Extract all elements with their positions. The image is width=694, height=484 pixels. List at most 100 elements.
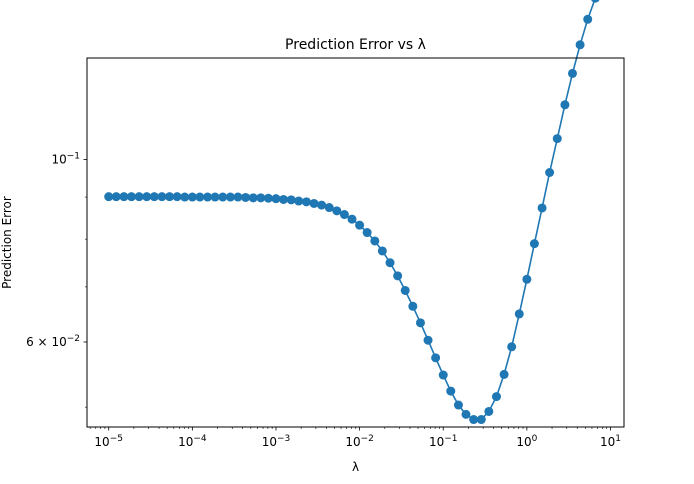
data-point [111,192,121,202]
y-axis: 10−16 × 10−2 [26,151,87,408]
data-point [256,193,266,203]
data-point [393,271,403,281]
data-point [552,134,562,144]
data-point [286,195,296,205]
data-point [241,192,251,202]
data-point [165,192,175,202]
data-point [431,353,441,363]
data-point [415,318,425,328]
x-tick-label-base: 10 [94,435,109,449]
x-tick-label: 10−3 [262,434,291,449]
x-axis: 10−5 10−4 10−3 10−2 10−1 100 101 [89,427,621,449]
data-point [180,192,190,202]
data-point [567,68,577,78]
x-tick-label-exponent: −5 [110,434,123,444]
data-point [172,192,182,202]
data-point [339,210,349,220]
data-point [461,409,471,419]
data-point [583,14,593,24]
x-tick-label-exponent: −2 [361,434,374,444]
x-tick-label-exponent: −1 [444,434,457,444]
data-point [385,258,395,268]
data-point [248,193,258,203]
x-tick-label: 10−4 [178,434,207,449]
data-point [507,342,517,352]
data-point [149,192,159,202]
x-tick-label-base: 10 [262,435,277,449]
x-tick-label-exponent: −4 [193,434,207,444]
data-point [438,370,448,380]
x-tick-label-base: 10 [516,435,531,449]
y-tick-label-base: 10 [51,152,66,166]
data-point [514,309,524,319]
x-tick-label-base: 10 [600,435,615,449]
data-point [187,192,197,202]
x-axis-label: λ [352,460,359,474]
data-point [225,192,235,202]
data-point [324,203,334,213]
x-tick-label-base: 10 [178,435,193,449]
x-tick-label: 10−1 [429,434,458,449]
data-point [195,192,205,202]
x-tick-label: 10−2 [345,434,374,449]
data-point [347,214,357,224]
y-tick-label-exponent: −1 [67,151,80,161]
x-tick-label-base: 10 [345,435,360,449]
data-point [104,192,114,202]
data-point [134,192,144,202]
x-tick-label-exponent: 0 [532,434,538,444]
data-point [119,192,129,202]
data-point [545,168,555,177]
data-point [218,192,228,202]
x-tick-label-exponent: −3 [277,434,290,444]
data-point [453,400,463,410]
data-point [355,220,365,230]
data-point [362,228,372,238]
data-point [317,200,327,210]
data-point [126,192,136,202]
x-tick-label-exponent: 1 [615,434,621,444]
x-tick-label: 101 [600,434,621,449]
data-point [142,192,152,202]
data-point [294,196,304,206]
data-point [279,194,288,204]
data-point [408,301,418,311]
data-point [484,406,494,416]
data-point [560,100,570,110]
y-tick-label-base: 10 [51,335,66,349]
plot-area [104,0,600,425]
data-point [499,369,509,379]
y-tick-label-prefix: 6 × [26,335,51,349]
x-tick-label-base: 10 [429,435,444,449]
y-tick-label: 6 × 10−2 [26,334,80,349]
data-point [332,206,342,216]
data-point [263,193,273,203]
data-point [476,415,486,425]
y-tick-label: 10−1 [51,151,80,166]
data-point [400,285,410,295]
data-point [469,415,479,425]
x-tick-label: 10−5 [94,434,123,449]
data-point [157,192,167,202]
data-point [537,203,547,213]
data-point [203,192,213,202]
data-point [370,236,380,246]
data-point [423,335,433,345]
y-axis-label: Prediction Error [0,196,14,289]
data-point [271,194,281,204]
chart-title: Prediction Error vs λ [285,37,426,53]
data-point [309,198,319,208]
data-point [491,392,501,402]
data-point [301,197,311,207]
data-point [210,192,220,202]
x-tick-label: 100 [516,434,537,449]
data-point [522,274,532,284]
data-point [377,246,387,256]
data-point [446,386,456,396]
data-point [575,40,585,50]
y-tick-label-exponent: −2 [67,334,80,344]
data-point [233,192,243,202]
